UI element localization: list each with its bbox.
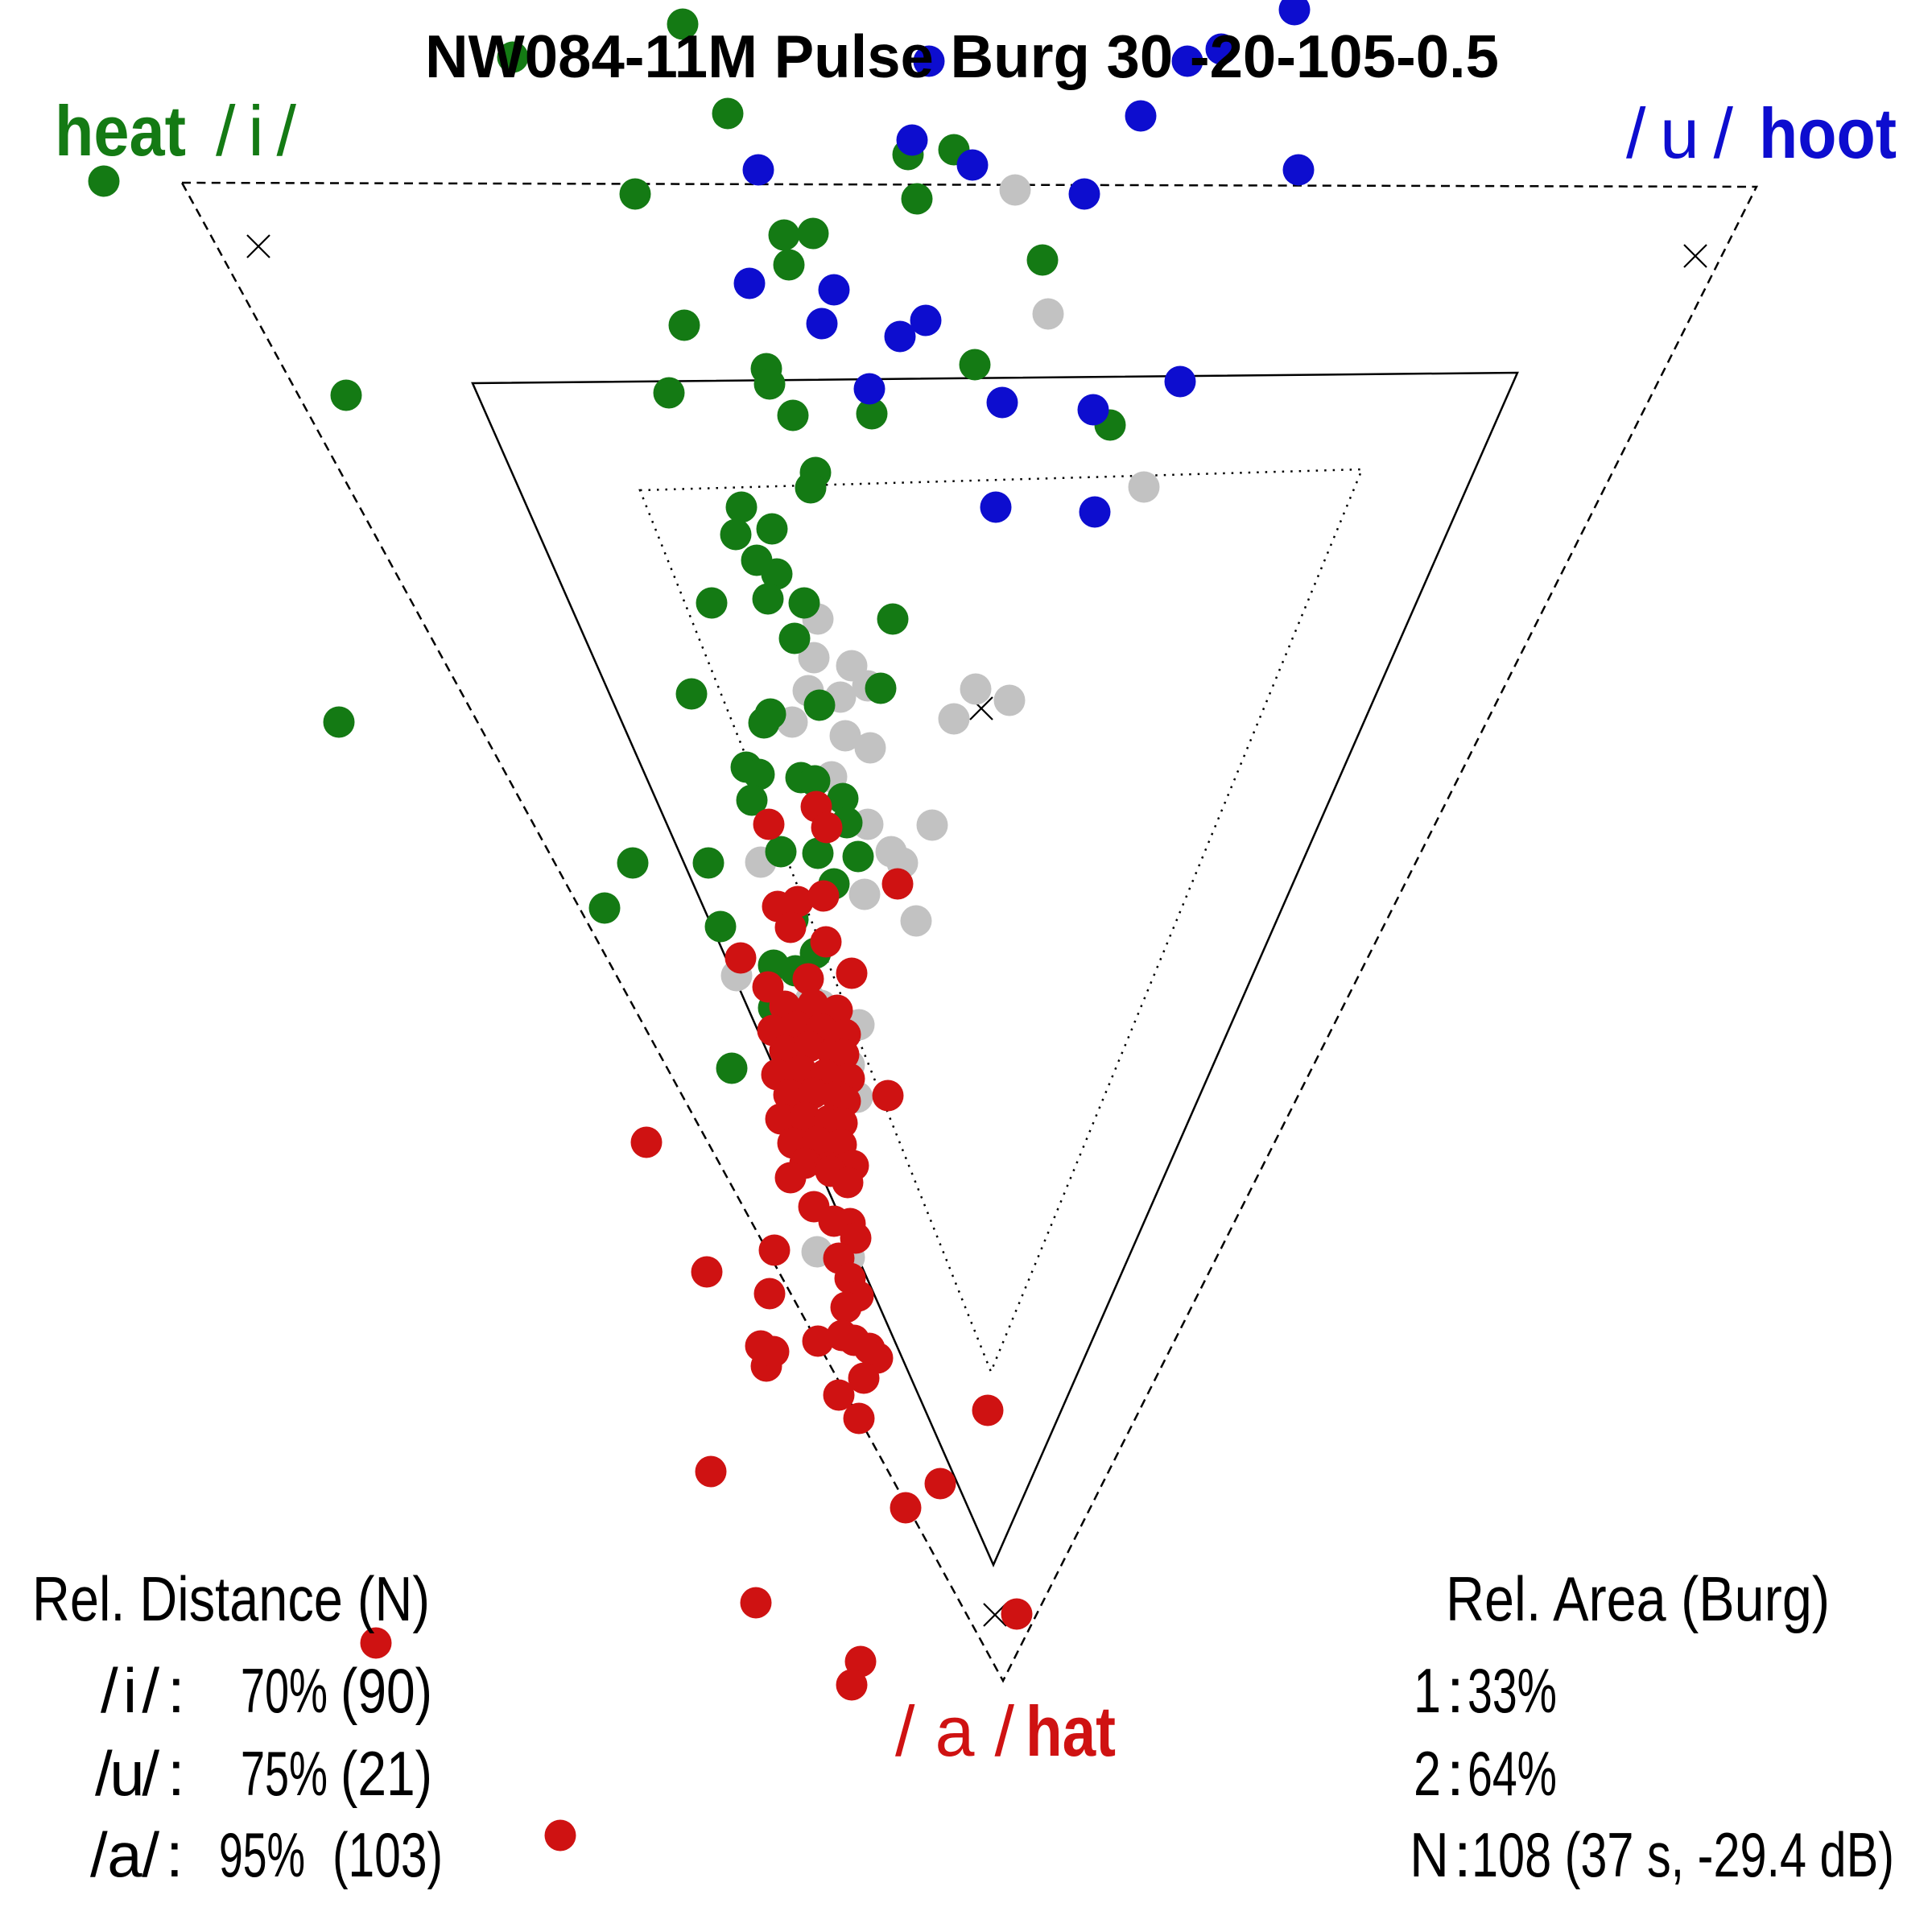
svg-text:/i/: /i/ [101,1655,159,1726]
svg-text:108 (37 s, -29.4 dB): 108 (37 s, -29.4 dB) [1472,1819,1894,1890]
svg-text:1: 1 [1414,1655,1441,1726]
svg-text::: : [166,1819,184,1890]
svg-text:64%: 64% [1468,1738,1557,1809]
svg-text:N: N [1410,1819,1449,1890]
svg-text:70%: 70% [241,1655,328,1726]
svg-text:/u/: /u/ [1626,93,1734,173]
svg-text:/a/: /a/ [895,1691,1015,1771]
svg-text:/u/: /u/ [95,1738,159,1809]
svg-text:Rel. Distance (N): Rel. Distance (N) [32,1563,430,1634]
svg-text:2: 2 [1414,1738,1441,1809]
svg-text:/a/: /a/ [90,1819,159,1890]
svg-text:/i/: /i/ [216,91,297,171]
svg-text::: : [1447,1738,1464,1809]
svg-text:(21): (21) [341,1738,432,1809]
svg-text:Rel. Area (Burg): Rel. Area (Burg) [1446,1563,1830,1634]
svg-text:95%: 95% [219,1819,305,1890]
svg-text:33%: 33% [1468,1655,1557,1726]
svg-text::: : [1454,1819,1472,1890]
svg-text:heat: heat [55,91,186,171]
svg-text:(90): (90) [341,1655,432,1726]
svg-text::: : [1447,1655,1464,1726]
svg-text:75%: 75% [241,1738,328,1809]
svg-text:hoot: hoot [1759,93,1897,173]
svg-text:hat: hat [1026,1691,1116,1771]
svg-text::: : [167,1738,185,1809]
svg-text:NW084-11M Pulse Burg 30 -20-10: NW084-11M Pulse Burg 30 -20-105-0.5 [425,23,1499,90]
svg-text:(103): (103) [332,1819,443,1890]
svg-text::: : [167,1655,185,1726]
